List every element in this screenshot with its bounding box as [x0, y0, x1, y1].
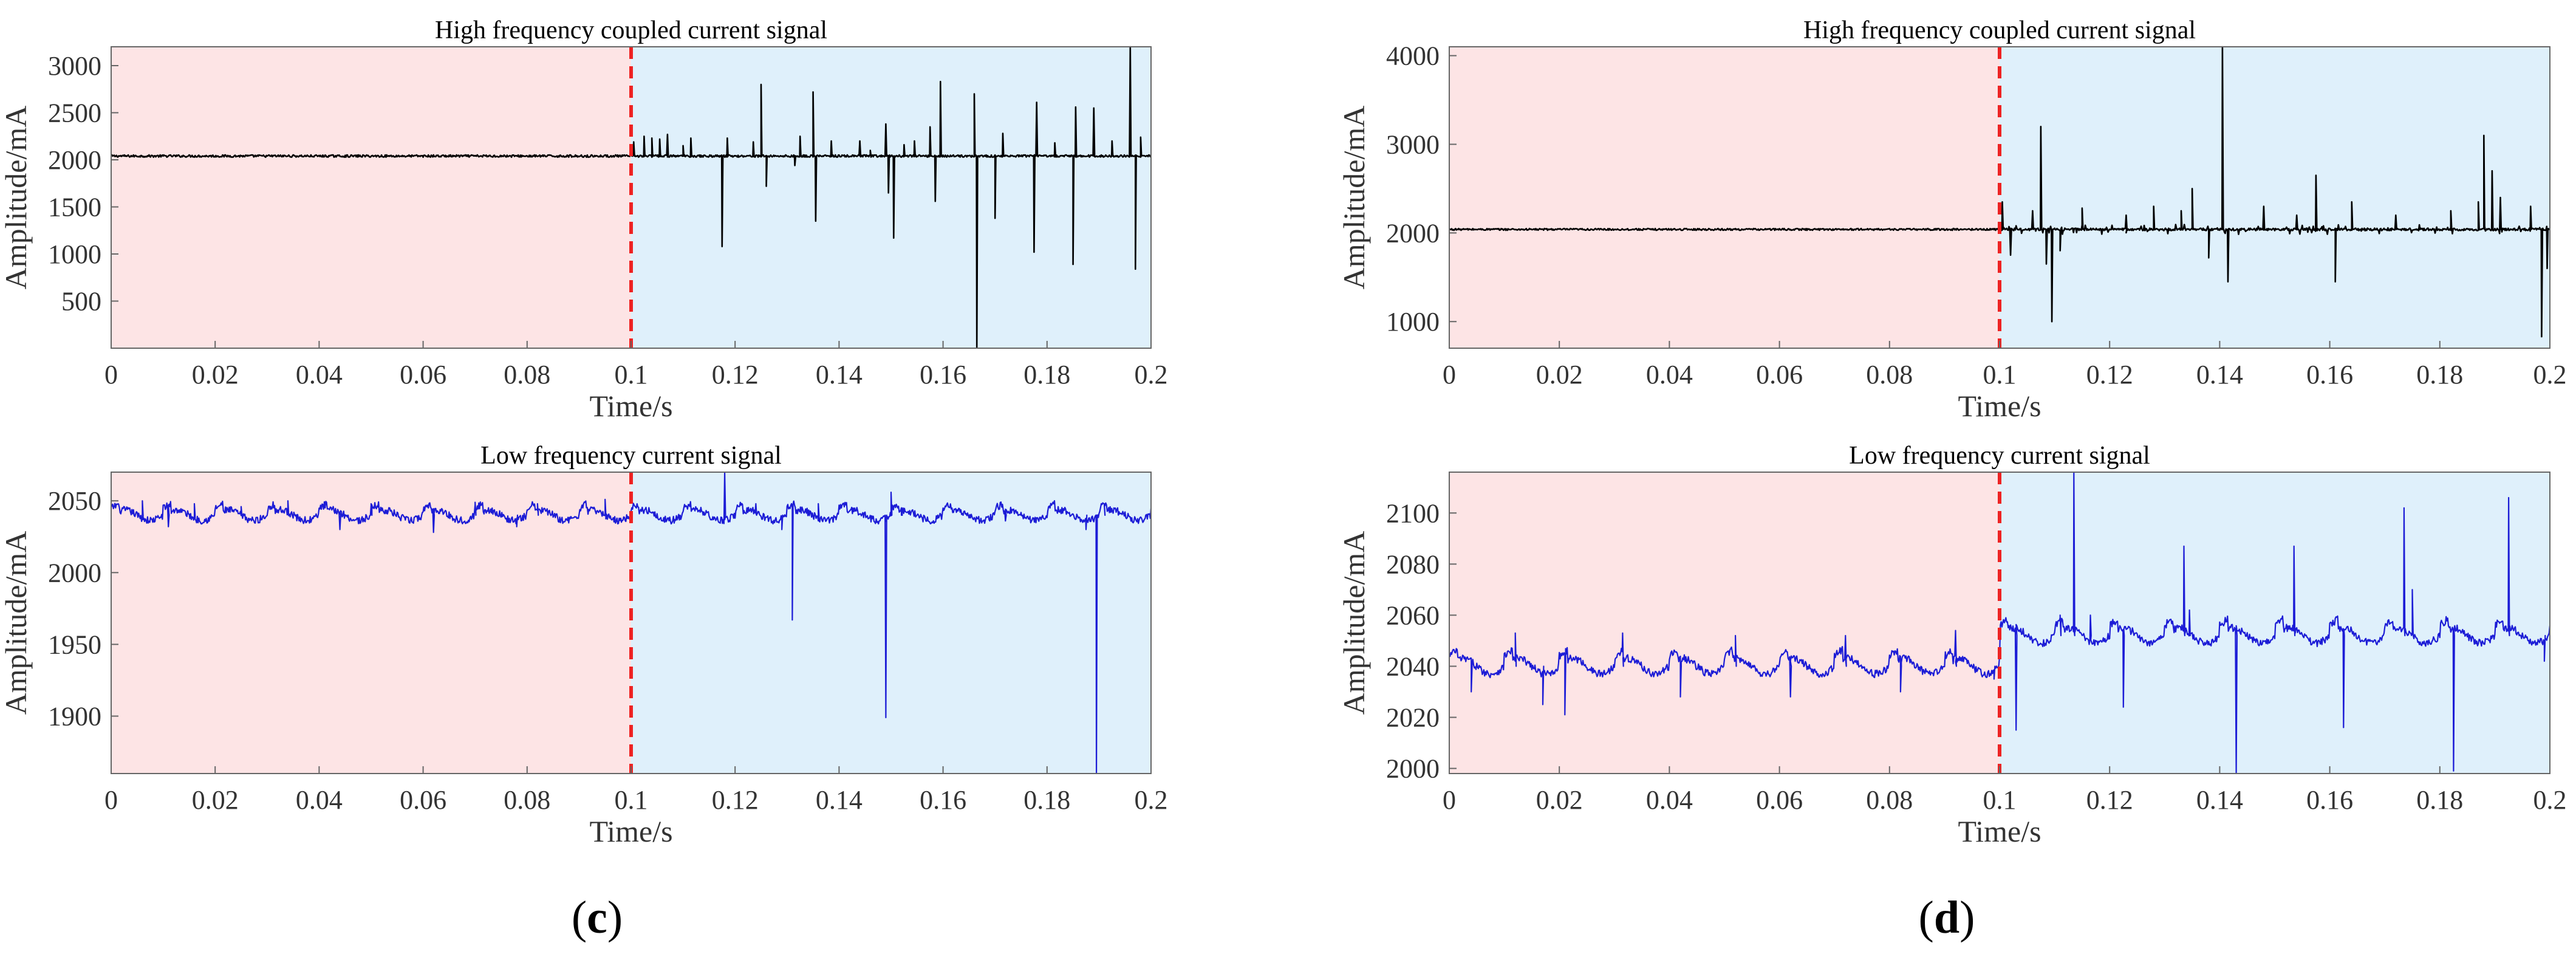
- x-tick-label: 0.1: [615, 785, 648, 815]
- y-tick-label: 2000: [48, 558, 101, 588]
- x-tick-label: 0.06: [1756, 785, 1803, 815]
- x-tick-label: 0.08: [1866, 785, 1913, 815]
- x-tick-label: 0: [104, 360, 118, 389]
- x-axis-label: Time/s: [1958, 389, 2041, 423]
- x-tick-label: 0.12: [2086, 785, 2133, 815]
- chart-title: Low frequency current signal: [1849, 442, 2150, 470]
- chart-title: High frequency coupled current signal: [1803, 16, 2196, 44]
- y-axis-label: Amplitude/mA: [1337, 106, 1371, 290]
- chart-title: Low frequency current signal: [480, 442, 782, 470]
- x-tick-label: 0.18: [1023, 360, 1070, 389]
- y-tick-label: 2000: [48, 145, 101, 175]
- y-tick-label: 2080: [1386, 549, 1440, 579]
- y-tick-label: 2500: [48, 98, 101, 128]
- chart-c-high-frequency: 0 0.02 0.04 0.06 0.08 0.1 0.12 0.14 0.16 0.18 0.2 5…: [0, 16, 1168, 423]
- x-tick-label: 0.16: [2306, 785, 2353, 815]
- x-axis-label: Time/s: [1958, 814, 2041, 848]
- x-tick-label: 0.2: [2533, 360, 2567, 389]
- x-tick-label: 0.12: [712, 360, 759, 389]
- x-axis-label: Time/s: [589, 389, 672, 423]
- tick-group: 0 0.02 0.04 0.06 0.08 0.1 0.12 0.14 0.16 0.18 0.2 1…: [48, 486, 1168, 815]
- x-tick-label: 0.1: [615, 360, 648, 389]
- x-tick-label: 0.08: [504, 785, 550, 815]
- fault-region: [2000, 47, 2550, 348]
- tick-group: 0 0.02 0.04 0.06 0.08 0.1 0.12 0.14 0.16 0.18 0.2 2…: [1386, 498, 2567, 815]
- x-tick-label: 0.12: [712, 785, 759, 815]
- y-tick-label: 3000: [48, 51, 101, 81]
- x-tick-label: 0.06: [1756, 360, 1803, 389]
- x-tick-label: 0.08: [1866, 360, 1913, 389]
- x-tick-label: 0.02: [1536, 360, 1583, 389]
- x-tick-label: 0.02: [192, 785, 239, 815]
- y-tick-label: 3000: [1386, 129, 1440, 159]
- normal-region: [1449, 47, 2000, 348]
- y-tick-label: 2060: [1386, 600, 1440, 630]
- x-tick-label: 0.14: [2196, 360, 2243, 389]
- tick-group: 0 0.02 0.04 0.06 0.08 0.1 0.12 0.14 0.16 0.18 0.2 1…: [1386, 41, 2567, 389]
- x-axis-label: Time/s: [589, 814, 672, 848]
- chart-d-high-frequency: 0 0.02 0.04 0.06 0.08 0.1 0.12 0.14 0.16 0.18 0.2 1…: [1337, 16, 2567, 423]
- x-tick-label: 0.02: [192, 360, 239, 389]
- y-tick-label: 2020: [1386, 703, 1440, 733]
- y-tick-label: 1500: [48, 193, 101, 222]
- y-tick-label: 2100: [1386, 498, 1440, 528]
- x-tick-label: 0.2: [1135, 360, 1168, 389]
- x-tick-label: 0.08: [504, 360, 550, 389]
- x-tick-label: 0.04: [296, 785, 343, 815]
- y-tick-label: 1000: [48, 239, 101, 269]
- x-tick-label: 0.12: [2086, 360, 2133, 389]
- x-tick-label: 0.06: [400, 360, 446, 389]
- x-tick-label: 0.04: [1646, 360, 1693, 389]
- x-tick-label: 0.18: [1023, 785, 1070, 815]
- y-tick-label: 1950: [48, 630, 101, 659]
- signal-trace: [111, 46, 1152, 348]
- y-tick-label: 2050: [48, 486, 101, 516]
- y-tick-label: 2000: [1386, 754, 1440, 784]
- panel-label-d: (d): [1919, 892, 1975, 943]
- fault-region: [2000, 472, 2550, 774]
- fault-region: [631, 472, 1151, 774]
- x-tick-label: 0.14: [816, 785, 863, 815]
- y-tick-label: 2040: [1386, 651, 1440, 681]
- x-tick-label: 0.04: [1646, 785, 1693, 815]
- x-tick-label: 0.06: [400, 785, 446, 815]
- x-tick-label: 0.18: [2416, 785, 2463, 815]
- y-axis-label: Amplitude/mA: [0, 531, 33, 715]
- y-axis-label: Amplitude/mA: [0, 106, 33, 290]
- y-tick-label: 1900: [48, 702, 101, 732]
- chart-title: High frequency coupled current signal: [435, 16, 827, 44]
- y-tick-label: 500: [61, 287, 101, 317]
- y-tick-label: 2000: [1386, 218, 1440, 248]
- x-tick-label: 0.02: [1536, 785, 1583, 815]
- x-tick-label: 0.14: [816, 360, 863, 389]
- x-tick-label: 0: [1443, 360, 1456, 389]
- x-tick-label: 0.18: [2416, 360, 2463, 389]
- normal-region: [1449, 472, 2000, 774]
- panel-label-c: (c): [572, 892, 623, 943]
- y-tick-label: 1000: [1386, 307, 1440, 337]
- chart-c-low-frequency: 0 0.02 0.04 0.06 0.08 0.1 0.12 0.14 0.16 0.18 0.2 1…: [0, 442, 1168, 848]
- chart-d-low-frequency: 0 0.02 0.04 0.06 0.08 0.1 0.12 0.14 0.16 0.18 0.2 2…: [1337, 442, 2567, 848]
- signal-trace: [1449, 46, 2550, 338]
- x-tick-label: 0.04: [296, 360, 343, 389]
- x-tick-label: 0: [104, 785, 118, 815]
- x-tick-label: 0.2: [2533, 785, 2567, 815]
- x-tick-label: 0.16: [920, 785, 966, 815]
- x-tick-label: 0.1: [1983, 785, 2017, 815]
- x-tick-label: 0: [1443, 785, 1456, 815]
- x-tick-label: 0.16: [2306, 360, 2353, 389]
- signal-trace: [1448, 471, 2551, 775]
- normal-region: [111, 47, 631, 348]
- x-tick-label: 0.16: [920, 360, 966, 389]
- x-tick-label: 0.1: [1983, 360, 2017, 389]
- fault-region: [631, 47, 1151, 348]
- y-tick-label: 4000: [1386, 41, 1440, 71]
- x-tick-label: 0.14: [2196, 785, 2243, 815]
- y-axis-label: Amplitude/mA: [1337, 531, 1371, 715]
- tick-group: 0 0.02 0.04 0.06 0.08 0.1 0.12 0.14 0.16 0.18 0.2 5…: [48, 51, 1168, 389]
- x-tick-label: 0.2: [1135, 785, 1168, 815]
